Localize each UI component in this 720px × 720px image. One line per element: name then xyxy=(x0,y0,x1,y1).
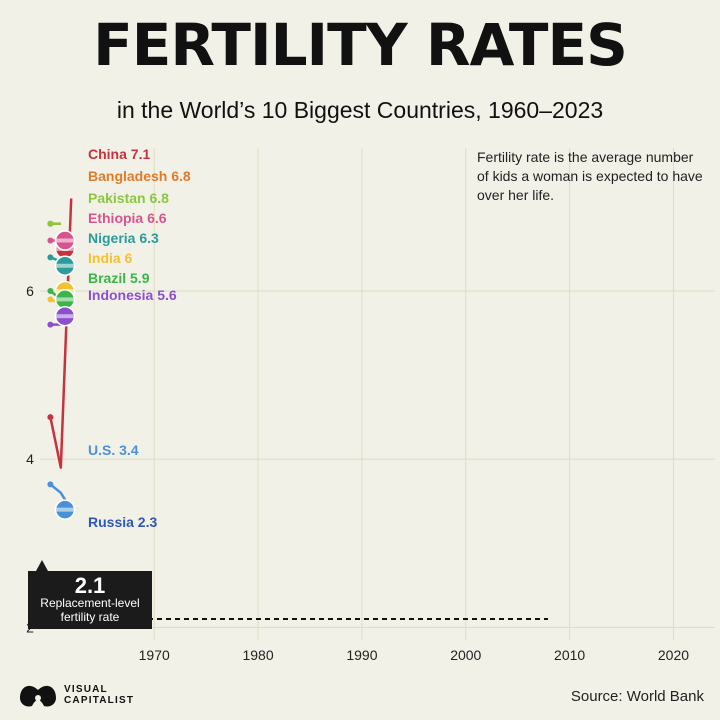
series-group xyxy=(47,198,76,613)
flag-stripe xyxy=(56,314,74,319)
flag-stripe xyxy=(56,297,74,302)
series-start-point xyxy=(47,296,54,303)
source-credit: Source: World Bank xyxy=(570,688,704,705)
series-start-point xyxy=(47,321,54,328)
flag-stripe xyxy=(56,507,74,512)
series-labels: China 7.1 Bangladesh 6.8 Pakistan 6.8 Ethio… xyxy=(88,146,191,530)
series-start-point xyxy=(47,254,54,261)
series-label: Nigeria 6.3 xyxy=(88,230,159,246)
brand-line-1: VISUAL xyxy=(64,683,108,695)
visual-capitalist-icon xyxy=(20,685,56,707)
replacement-callout: 2.1 Replacement-level fertility rate xyxy=(28,571,152,629)
brand-name: VISUAL CAPITALIST xyxy=(64,684,134,707)
series-start-point xyxy=(47,287,54,294)
series-label: U.S. 3.4 xyxy=(88,442,139,458)
definition-note: Fertility rate is the average number of … xyxy=(477,149,703,203)
flag-stripe xyxy=(56,238,74,243)
replacement-label: Replacement-level fertility rate xyxy=(40,596,140,624)
x-tick-label: 2020 xyxy=(658,647,689,663)
replacement-value: 2.1 xyxy=(74,573,106,598)
chart-title: FERTILITY RATES xyxy=(93,11,628,79)
series-start-point xyxy=(47,237,54,244)
x-tick-label: 1970 xyxy=(139,647,170,663)
x-tick-label: 1990 xyxy=(346,647,377,663)
grid xyxy=(40,148,715,640)
series-label: China 7.1 xyxy=(88,146,150,162)
series-label: Pakistan 6.8 xyxy=(88,190,169,206)
callout-arrow xyxy=(36,560,48,571)
series-label: India 6 xyxy=(88,250,133,266)
x-tick-label: 1980 xyxy=(242,647,273,663)
series-label: Indonesia 5.6 xyxy=(88,287,177,303)
y-tick-label: 6 xyxy=(26,283,34,299)
series-start-point xyxy=(47,481,54,488)
chart-subtitle: in the World’s 10 Biggest Countries, 196… xyxy=(116,97,604,123)
y-tick-label: 4 xyxy=(26,451,34,467)
series-label: Brazil 5.9 xyxy=(88,270,150,286)
series-start-point xyxy=(47,220,54,227)
x-axis: 1970 1980 1990 2000 2010 2020 xyxy=(139,647,690,663)
brand-line-2: CAPITALIST xyxy=(64,695,135,706)
x-tick-label: 2010 xyxy=(554,647,585,663)
flag-stripe xyxy=(56,263,74,268)
x-tick-label: 2000 xyxy=(450,647,481,663)
series-label: Ethiopia 6.6 xyxy=(88,210,167,226)
series-label: Russia 2.3 xyxy=(88,514,157,530)
brand-logo: VISUAL CAPITALIST xyxy=(18,680,134,710)
series-label: Bangladesh 6.8 xyxy=(88,168,191,184)
series-start-point xyxy=(47,414,54,421)
